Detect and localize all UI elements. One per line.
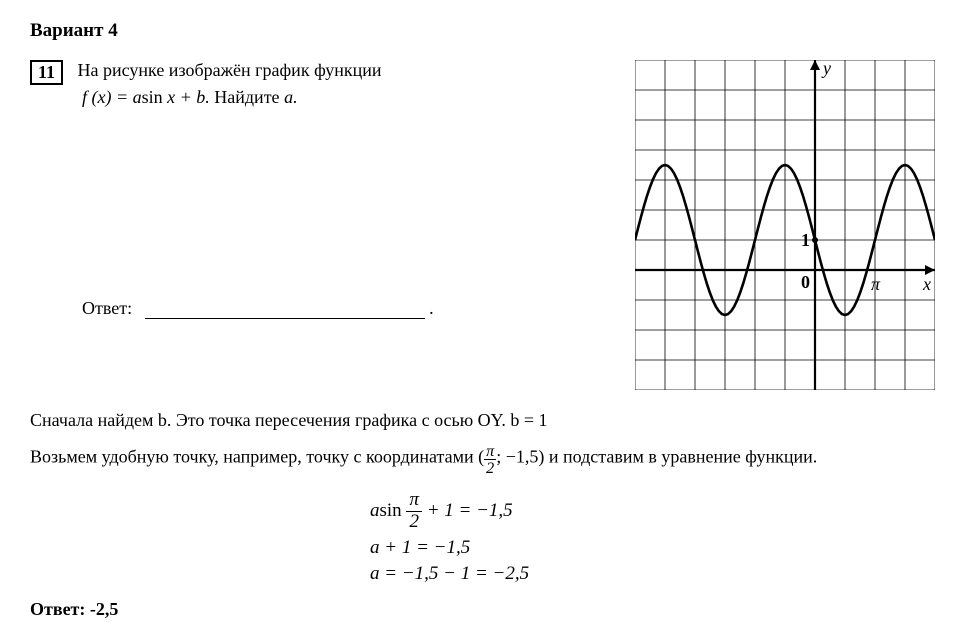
svg-text:0: 0 xyxy=(801,272,810,292)
sol-line2-frac-den: 2 xyxy=(484,460,496,476)
final-answer-label: Ответ: xyxy=(30,599,85,619)
func-sin: sin xyxy=(142,87,163,107)
func-mid: x + b. xyxy=(163,87,215,107)
svg-text:π: π xyxy=(871,274,881,294)
eq1-sin: sin xyxy=(380,500,402,521)
eq1-frac: π2 xyxy=(406,490,422,533)
eq1-frac-num: π xyxy=(406,490,422,512)
eq3: a = −1,5 − 1 = −2,5 xyxy=(370,563,935,585)
problem-text-line1: На рисунке изображён график функции xyxy=(78,60,382,80)
problem-number-box: 11 xyxy=(30,60,63,85)
svg-text:x: x xyxy=(922,274,931,294)
sol-line2-frac-num: π xyxy=(484,443,496,460)
answer-row: Ответ: . xyxy=(82,298,605,319)
sol-line2-frac: π2 xyxy=(484,443,496,476)
eq2: a + 1 = −1,5 xyxy=(370,537,935,559)
svg-text:y: y xyxy=(821,60,831,78)
eq1: asin π2 + 1 = −1,5 xyxy=(370,490,935,533)
problem-row: 11 На рисунке изображён график функции f… xyxy=(30,60,935,390)
math-block: asin π2 + 1 = −1,5 a + 1 = −1,5 a = −1,5… xyxy=(370,490,935,585)
solution-line2: Возьмем удобную точку, например, точку с… xyxy=(30,443,935,476)
func-suffix: a. xyxy=(284,87,298,107)
func-find: Найдите xyxy=(214,87,284,107)
variant-title: Вариант 4 xyxy=(30,20,935,42)
func-prefix: f (x) = a xyxy=(82,87,142,107)
sol-line2-b: ; −1,5) и подставим в уравнение функции. xyxy=(496,446,817,466)
answer-label: Ответ: xyxy=(82,298,132,318)
eq1-rest: + 1 = −1,5 xyxy=(427,500,513,521)
solution-line1: Сначала найдем b. Это точка пересечения … xyxy=(30,410,935,431)
function-graph: 1 0 π x y xyxy=(635,60,935,390)
final-answer-value: -2,5 xyxy=(85,599,118,619)
solution-block: Сначала найдем b. Это точка пересечения … xyxy=(30,410,935,620)
eq1-a: a xyxy=(370,500,380,521)
problem-statement: 11 На рисунке изображён график функции f… xyxy=(30,60,605,108)
chart-container: 1 0 π x y xyxy=(635,60,935,390)
final-answer: Ответ: -2,5 xyxy=(30,599,935,620)
problem-text-line2: f (x) = asin x + b. Найдите a. xyxy=(82,87,605,108)
sol-line2-a: Возьмем удобную точку, например, точку с… xyxy=(30,446,484,466)
eq1-frac-den: 2 xyxy=(406,512,422,533)
answer-blank-line xyxy=(145,318,425,319)
answer-period: . xyxy=(429,298,434,318)
problem-left: 11 На рисунке изображён график функции f… xyxy=(30,60,605,319)
svg-text:1: 1 xyxy=(801,230,810,250)
